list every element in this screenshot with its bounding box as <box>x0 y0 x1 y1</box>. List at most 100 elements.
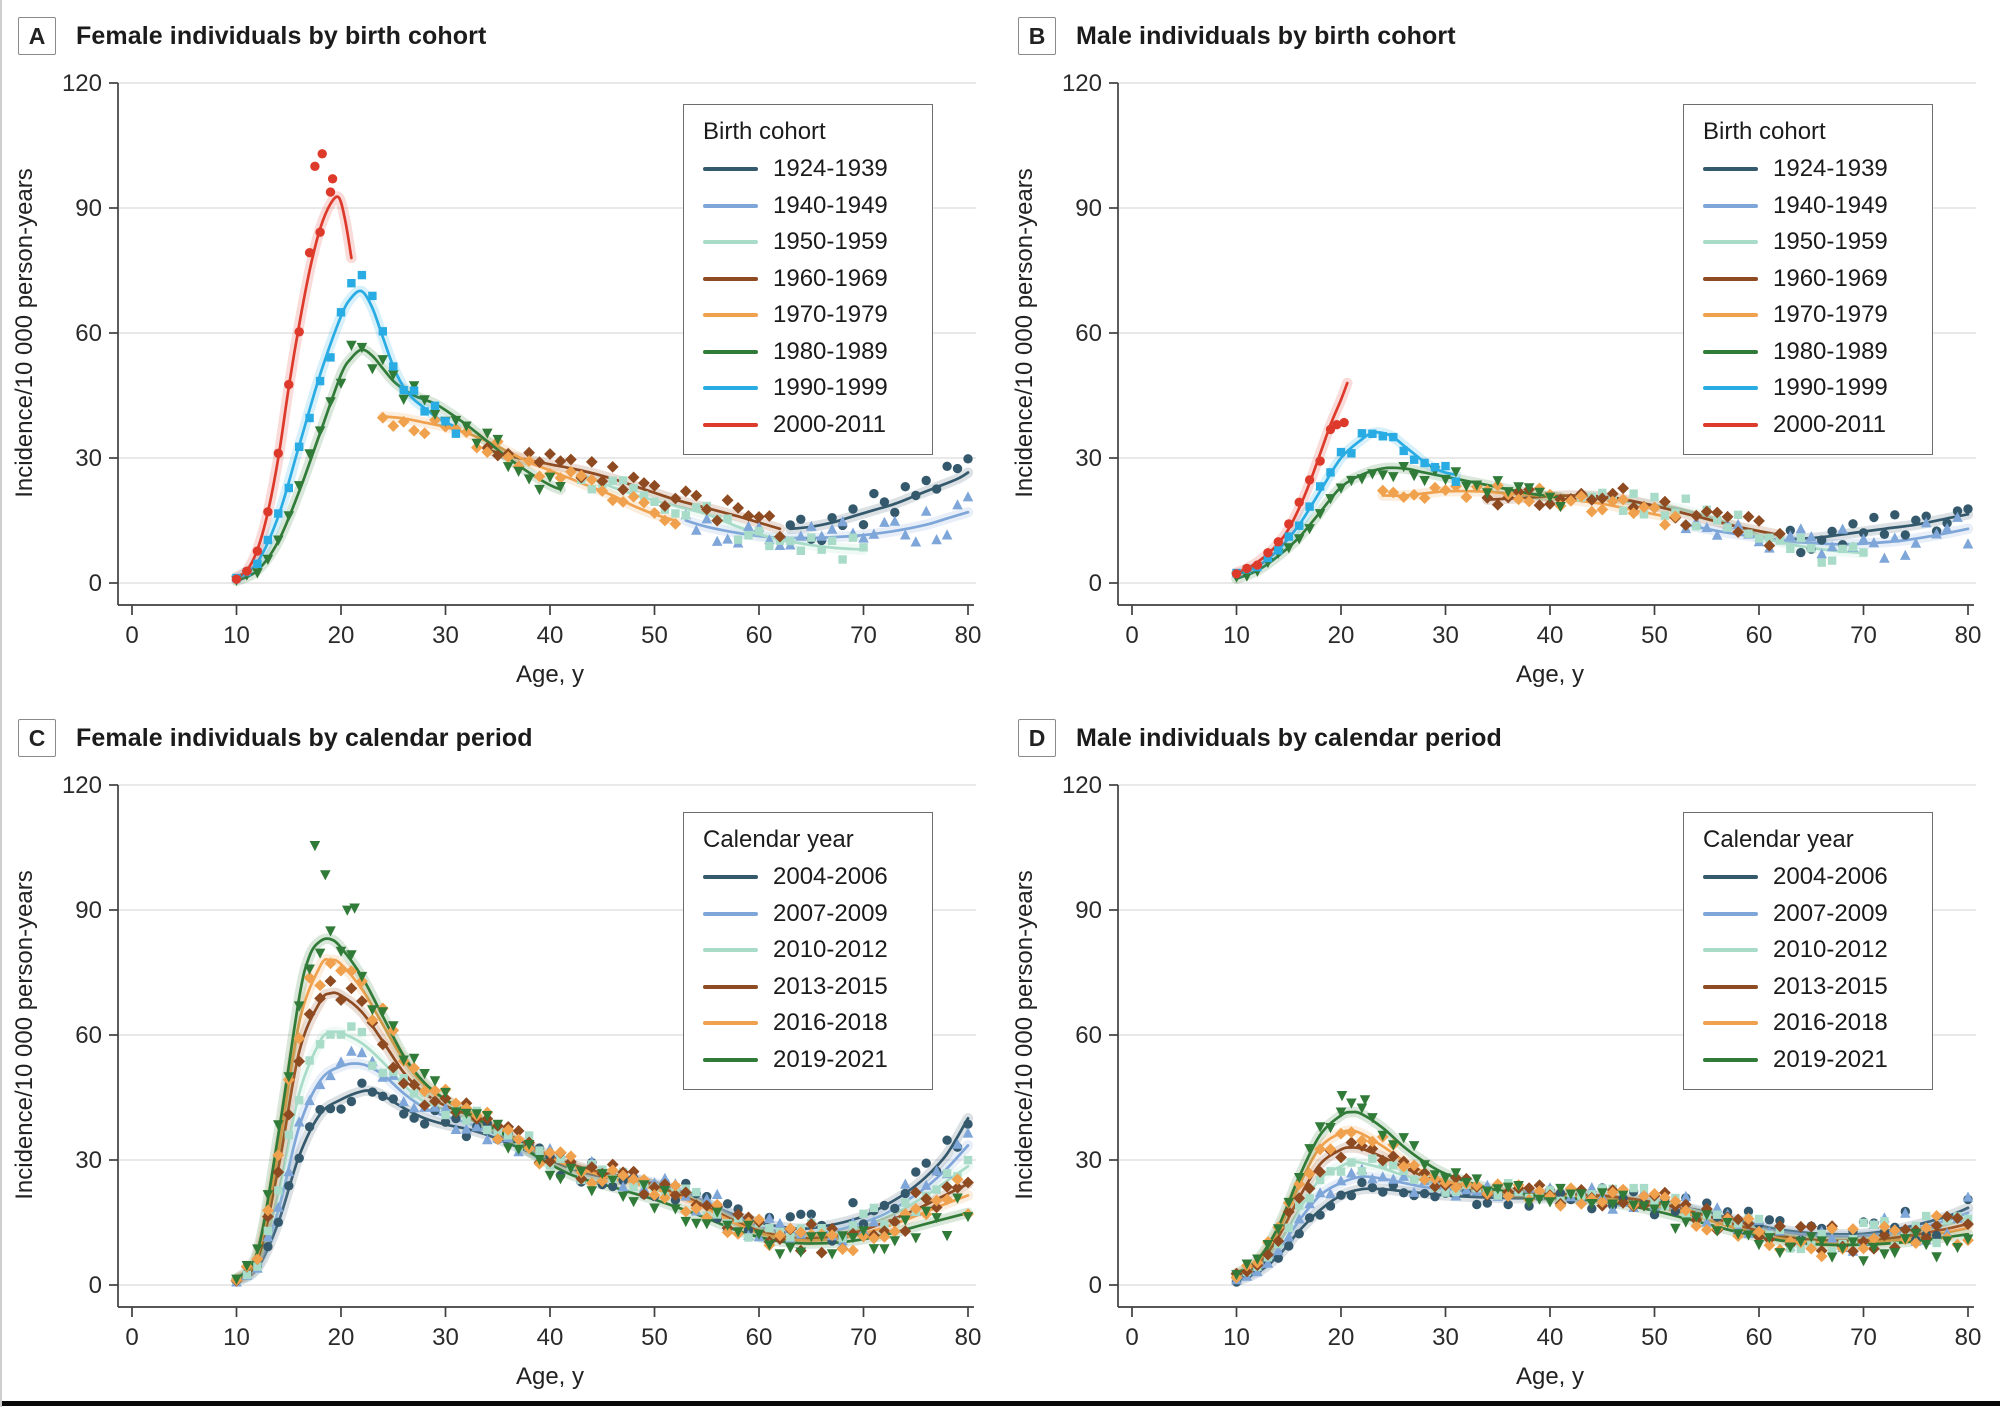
legend-label: 1990-1999 <box>1773 374 1888 401</box>
y-tick-label: 90 <box>75 897 102 924</box>
legend-color-swatch <box>703 203 758 208</box>
plot-area-b: 0 30 60 90 120 0 10 20 30 40 50 60 70 80 Age, y Inciden… <box>1002 58 2000 703</box>
legend-item: 2019-2021 <box>703 1046 908 1074</box>
y-tick-label: 120 <box>1062 772 1102 799</box>
legend-color-swatch <box>703 875 758 879</box>
series-points-1940-1949 <box>680 491 974 550</box>
legend-item: 2007-2009 <box>1703 900 1908 928</box>
legend-item: 1960-1969 <box>1703 265 1908 293</box>
x-tick-label: 50 <box>1641 1324 1668 1351</box>
legend-item: 2000-2011 <box>703 411 908 439</box>
panel-header: D Male individuals by calendar period <box>1002 702 2000 760</box>
x-tick-label: 80 <box>955 1324 982 1351</box>
legend-label: 1940-1949 <box>1773 191 1888 219</box>
legend-label: 2010-2012 <box>1773 936 1888 963</box>
series-line-2019-2021 <box>235 937 970 1281</box>
panel-d: D Male individuals by calendar period 0 30 6… <box>1002 702 2000 1401</box>
x-tick-label: 40 <box>537 622 564 649</box>
x-tick-label: 0 <box>125 622 138 649</box>
legend-color-swatch <box>1703 203 1758 208</box>
x-tick-label: 30 <box>432 622 459 649</box>
legend-label: 1950-1959 <box>1773 228 1888 255</box>
legend-color-swatch <box>703 1021 758 1025</box>
series-points-2019-2021 <box>231 841 974 1285</box>
legend-label: 2016-2018 <box>773 1009 888 1036</box>
legend-label: 1990-1999 <box>773 374 888 401</box>
legend-label: 1960-1969 <box>773 264 888 292</box>
legend-label: 1970-1979 <box>773 301 888 328</box>
legend-label: 2007-2009 <box>1773 899 1888 927</box>
legend-item: 2016-2018 <box>703 1009 908 1037</box>
legend-color-swatch <box>1703 911 1758 916</box>
x-tick-label: 0 <box>1125 1324 1138 1351</box>
legend-item: 1950-1959 <box>1703 228 1908 256</box>
y-tick-label: 90 <box>1075 195 1102 222</box>
legend-label: 1970-1979 <box>1773 301 1888 328</box>
x-tick-label: 60 <box>746 622 773 649</box>
figure-bottom-rule <box>2 1401 2000 1406</box>
x-tick-label: 30 <box>1432 1324 1459 1351</box>
x-tick-label: 40 <box>1537 622 1564 649</box>
legend-color-swatch <box>1703 313 1758 317</box>
legend-color-swatch <box>703 313 758 317</box>
y-tick-label: 120 <box>1062 70 1102 97</box>
series-points-1980-1989 <box>1231 462 1566 583</box>
y-tick-label: 120 <box>62 70 102 97</box>
y-axis-title: Incidence/10 000 person-years <box>1011 870 1038 1200</box>
x-tick-label: 20 <box>1328 622 1355 649</box>
y-tick-label: 120 <box>62 772 102 799</box>
panel-letter-badge: B <box>1018 17 1056 55</box>
legend-item: 1990-1999 <box>703 374 908 402</box>
x-axis-title: Age, y <box>1516 1363 1584 1390</box>
x-tick-label: 50 <box>641 622 668 649</box>
y-tick-label: 90 <box>1075 897 1102 924</box>
legend-label: 1924-1939 <box>773 155 888 182</box>
legend-label: 1924-1939 <box>1773 155 1888 182</box>
x-tick-label: 50 <box>641 1324 668 1351</box>
plot-area-c: 0 30 60 90 120 0 10 20 30 40 50 60 70 80 Age, y Inciden… <box>2 760 1002 1405</box>
panel-letter-badge: A <box>18 17 56 55</box>
legend-label: 1940-1949 <box>773 191 888 219</box>
legend-label: 2004-2006 <box>1773 863 1888 890</box>
legend-item: 2004-2006 <box>1703 863 1908 891</box>
legend-label: 2019-2021 <box>773 1045 888 1073</box>
legend-b: Birth cohort 1924-1939 1940-1949 1950-1959 1… <box>1683 104 1933 455</box>
y-axis-title: Incidence/10 000 person-years <box>1011 168 1038 498</box>
legend-color-swatch <box>1703 984 1758 989</box>
series-points-1990-1999 <box>1232 429 1461 578</box>
y-tick-label: 30 <box>1075 445 1102 472</box>
x-tick-label: 10 <box>223 622 250 649</box>
y-axis-title: Incidence/10 000 person-years <box>11 168 38 498</box>
plot-area-d: 0 30 60 90 120 0 10 20 30 40 50 60 70 80 Age, y Inciden… <box>1002 760 2000 1405</box>
legend-label: 2000-2011 <box>1773 410 1886 438</box>
legend-title: Birth cohort <box>703 118 826 145</box>
x-axis-title: Age, y <box>516 1363 584 1390</box>
legend-label: 1950-1959 <box>773 228 888 255</box>
x-tick-label: 40 <box>1537 1324 1564 1351</box>
legend-label: 1960-1969 <box>1773 264 1888 292</box>
legend-label: 2016-2018 <box>1773 1009 1888 1036</box>
panel-a: A Female individuals by birth cohort 0 30 60… <box>2 0 1002 702</box>
y-tick-label: 30 <box>1075 1147 1102 1174</box>
legend-label: 2010-2012 <box>773 936 888 963</box>
legend-color-swatch <box>1703 349 1758 354</box>
legend-item: 1924-1939 <box>703 155 908 183</box>
legend-item: 2007-2009 <box>703 900 908 928</box>
panel-header: C Female individuals by calendar period <box>2 702 1002 760</box>
series-line-1950-1959 <box>1580 494 1865 555</box>
legend-item: 1940-1949 <box>1703 192 1908 220</box>
legend-color-swatch <box>1703 1021 1758 1025</box>
legend-item: 1924-1939 <box>1703 155 1908 183</box>
legend-label: 2019-2021 <box>1773 1045 1888 1073</box>
series-points-1970-1979 <box>376 411 682 530</box>
series-line-1940-1949 <box>1684 523 1970 546</box>
y-tick-label: 0 <box>1089 1272 1102 1299</box>
legend-color-swatch <box>1703 875 1758 879</box>
x-tick-label: 60 <box>746 1324 773 1351</box>
panel-letter-badge: C <box>18 719 56 757</box>
y-tick-label: 30 <box>75 445 102 472</box>
y-tick-label: 0 <box>1089 570 1102 597</box>
y-tick-label: 60 <box>1075 1022 1102 1049</box>
